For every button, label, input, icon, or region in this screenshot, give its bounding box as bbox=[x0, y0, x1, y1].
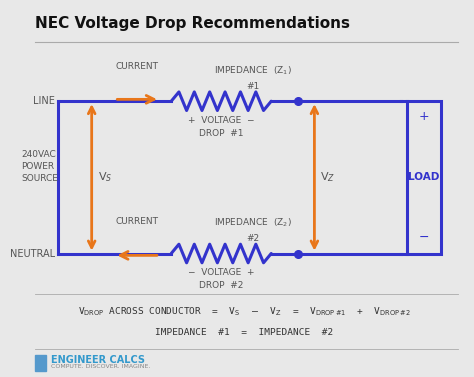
Bar bbox=[407, 101, 441, 253]
Text: V$_{\mathsf{DROP}}$ ACROSS CONDUCTOR  =  V$_{\mathsf{S}}$  $-$  V$_{\mathsf{Z}}$: V$_{\mathsf{DROP}}$ ACROSS CONDUCTOR = V… bbox=[78, 305, 410, 318]
Text: −  VOLTAGE  +: − VOLTAGE + bbox=[188, 268, 255, 277]
Text: IMPEDANCE  (Z$_2$): IMPEDANCE (Z$_2$) bbox=[214, 217, 292, 229]
Text: V$_S$: V$_S$ bbox=[99, 170, 113, 184]
Text: +  VOLTAGE  −: + VOLTAGE − bbox=[188, 116, 255, 125]
Text: CURRENT: CURRENT bbox=[116, 63, 159, 72]
Text: DROP  #1: DROP #1 bbox=[199, 129, 244, 138]
Text: COMPUTE. DISCOVER. IMAGINE.: COMPUTE. DISCOVER. IMAGINE. bbox=[51, 364, 150, 369]
Text: NEUTRAL: NEUTRAL bbox=[10, 248, 55, 259]
Text: V$_Z$: V$_Z$ bbox=[320, 170, 335, 184]
Text: IMPEDANCE  (Z$_1$): IMPEDANCE (Z$_1$) bbox=[214, 64, 292, 77]
Text: #2: #2 bbox=[246, 234, 260, 243]
Bar bbox=[35, 355, 46, 371]
Text: NEC Voltage Drop Recommendations: NEC Voltage Drop Recommendations bbox=[35, 16, 350, 31]
Text: #1: #1 bbox=[246, 82, 260, 91]
Text: ENGINEER CALCS: ENGINEER CALCS bbox=[51, 355, 145, 365]
Text: IMPEDANCE  #1  =  IMPEDANCE  #2: IMPEDANCE #1 = IMPEDANCE #2 bbox=[155, 328, 333, 337]
Text: 240VAC
POWER
SOURCE: 240VAC POWER SOURCE bbox=[21, 150, 58, 182]
Text: DROP  #2: DROP #2 bbox=[199, 281, 244, 290]
Text: CURRENT: CURRENT bbox=[116, 217, 159, 226]
Text: −: − bbox=[419, 231, 429, 244]
Text: LINE: LINE bbox=[34, 96, 55, 106]
Text: LOAD: LOAD bbox=[408, 172, 439, 182]
Text: +: + bbox=[419, 110, 429, 124]
